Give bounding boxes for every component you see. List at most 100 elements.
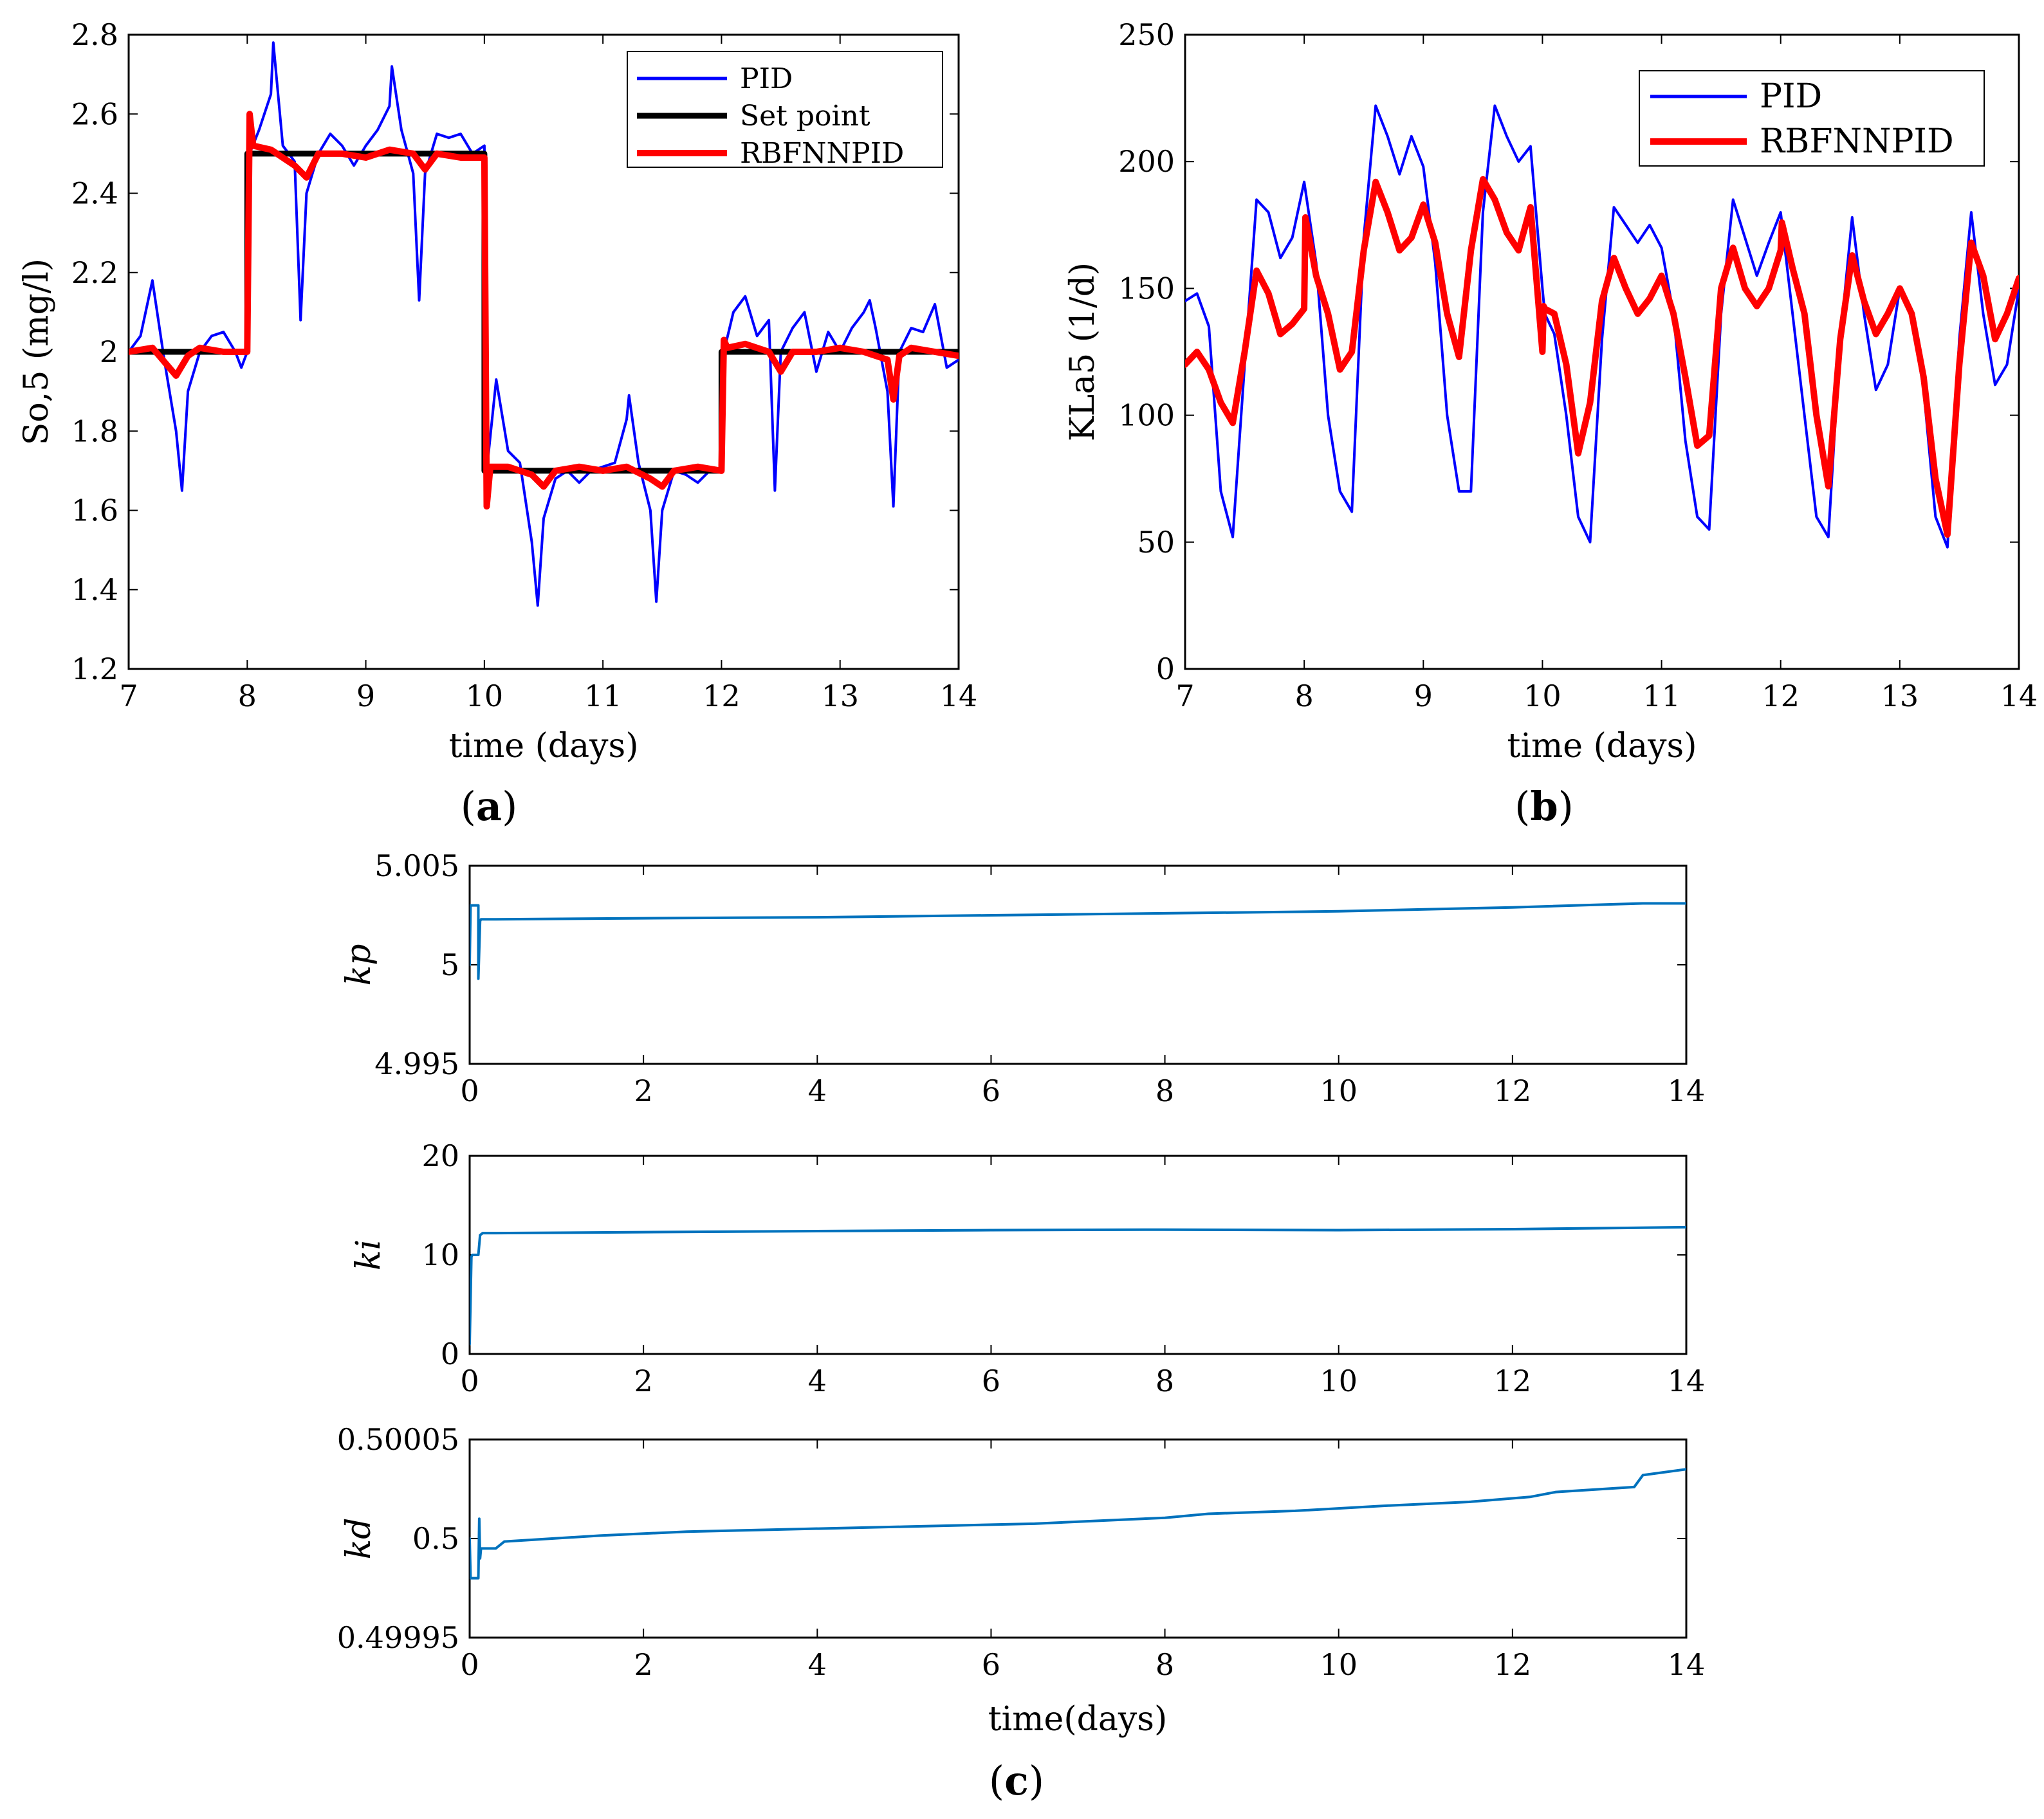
chart-b-xtick-label: 12 (1762, 679, 1800, 713)
chart-b-xtick-label: 14 (2000, 679, 2038, 713)
chart-b-xlabel: time (days) (1507, 727, 1697, 765)
chart-c-kp-xtick-label: 14 (1668, 1074, 1706, 1108)
legend-b-pid-label: PID (1760, 77, 1822, 116)
chart-c-kp-ytick-label: 5.005 (374, 848, 459, 883)
chart-a-xlabel: time (days) (448, 727, 638, 765)
chart-a-legend-box (627, 51, 943, 168)
chart-c-kp-plot-area (468, 864, 1688, 1065)
chart-b-series-rbfnnpid (1185, 176, 2019, 538)
chart-c-kp-xtick-label: 12 (1494, 1074, 1532, 1108)
chart-b-legend: PID RBFNNPID (1639, 70, 1985, 167)
chart-b-legend-box (1639, 70, 1985, 167)
chart-c-ki-xtick-label: 14 (1668, 1364, 1706, 1398)
chart-c-kd-xtick-label: 6 (982, 1647, 1000, 1682)
chart-a-ylabel: So,5 (mg/l) (17, 259, 56, 445)
panel-label-a: (a) (461, 783, 518, 830)
chart-b-xtick-label: 7 (1175, 679, 1194, 713)
chart-c-kd-xtick-label: 10 (1320, 1647, 1358, 1682)
chart-c-kd-ytick-label: 0.49995 (337, 1620, 459, 1655)
chart-b-series-pid (1185, 104, 2019, 549)
chart-a-series-pid (129, 41, 959, 607)
legend-setpoint-label: Set point (740, 100, 870, 133)
chart-c-kp-xtick-label: 2 (634, 1074, 653, 1108)
panel-label-b-letter: b (1530, 783, 1558, 830)
chart-a-ytick-label: 1.2 (71, 652, 118, 686)
chart-c-ki-ticks: 0 2 4 6 8 10 12 14 0 10 20 (421, 1138, 1705, 1398)
chart-c-kp-ticks: 0 2 4 6 8 10 12 14 4.995 5 5.005 (374, 848, 1705, 1108)
chart-b-ylabel: KLa5 (1/d) (1063, 262, 1102, 441)
chart-a-so5: 7 8 9 10 11 12 13 14 1.2 1.4 1.6 1.8 2 2.2 2.4 2.6 2.8 t… (17, 17, 977, 830)
chart-c-kp-series (470, 902, 1686, 980)
chart-a-series (129, 41, 959, 607)
chart-c-kd-xtick-label: 4 (808, 1647, 827, 1682)
chart-b-ticks: 7 8 9 10 11 12 13 14 0 50 100 150 200 250 (1118, 17, 2038, 713)
chart-b-xtick-label: 8 (1295, 679, 1314, 713)
chart-c-kd-xtick-label: 2 (634, 1647, 653, 1682)
chart-a-xtick-label: 8 (238, 679, 257, 713)
chart-b-ytick-label: 50 (1137, 525, 1175, 560)
chart-b-xtick-label: 11 (1643, 679, 1680, 713)
chart-c-kp: 0 2 4 6 8 10 12 14 4.995 5 5.005 kp (340, 848, 1705, 1108)
chart-c-pid-gains: 0 2 4 6 8 10 12 14 4.995 5 5.005 kp 0 2 4 6 8 10 12 14 0 10… (337, 848, 1706, 1804)
chart-c-kp-xtick-label: 0 (460, 1074, 479, 1108)
chart-c-ki-ytick-label: 10 (421, 1238, 459, 1272)
panel-label-c-letter: c (1004, 1757, 1029, 1804)
chart-c-kp-xtick-label: 10 (1320, 1074, 1358, 1108)
chart-c-ki-xtick-label: 4 (808, 1364, 827, 1398)
chart-a-ytick-label: 1.4 (71, 572, 118, 607)
chart-b-ytick-label: 200 (1118, 144, 1175, 179)
chart-c-kp-xtick-label: 4 (808, 1074, 827, 1108)
chart-b-ytick-label: 100 (1118, 398, 1175, 433)
chart-a-ticks: 7 8 9 10 11 12 13 14 1.2 1.4 1.6 1.8 2 2.2 2.4 2.6 2.8 (71, 17, 977, 713)
chart-c-ki-series-ki (470, 1225, 1686, 1346)
chart-c-kp-ylabel: kp (340, 944, 378, 986)
panel-label-b: (b) (1515, 783, 1574, 830)
chart-c-ki-xtick-label: 6 (982, 1364, 1000, 1398)
chart-c-kd-xtick-label: 8 (1156, 1647, 1174, 1682)
chart-c-ki-ylabel: ki (349, 1239, 388, 1270)
chart-c-kd: 0 2 4 6 8 10 12 14 0.49995 0.5 0.50005 kd (337, 1422, 1706, 1682)
chart-a-xtick-label: 9 (356, 679, 375, 713)
legend-b-rbfnnpid-label: RBFNNPID (1760, 122, 1954, 161)
legend-rbfnnpid-label: RBFNNPID (740, 137, 904, 170)
chart-c-kd-xtick-label: 0 (460, 1647, 479, 1682)
chart-a-ytick-label: 2.6 (71, 96, 118, 131)
chart-c-ki-series (470, 1225, 1686, 1346)
chart-a-ytick-label: 1.6 (71, 493, 118, 528)
chart-b-xtick-label: 13 (1881, 679, 1919, 713)
chart-b-xtick-label: 9 (1414, 679, 1433, 713)
panel-label-a-letter: a (476, 783, 502, 830)
chart-c-ki-xtick-label: 2 (634, 1364, 653, 1398)
chart-a-xtick-label: 7 (119, 679, 138, 713)
chart-b-kla5: 7 8 9 10 11 12 13 14 0 50 100 150 200 250 time (days)… (1063, 17, 2038, 830)
chart-c-kd-ytick-label: 0.5 (412, 1521, 459, 1556)
chart-c-kd-series (470, 1468, 1686, 1580)
chart-a-xtick-label: 10 (466, 679, 504, 713)
chart-c-ki-xtick-label: 10 (1320, 1364, 1358, 1398)
chart-a-xtick-label: 12 (703, 679, 741, 713)
chart-a-legend: PID Set point RBFNNPID (627, 51, 943, 170)
chart-c-kp-ytick-label: 4.995 (374, 1047, 459, 1081)
chart-c-ki-xtick-label: 12 (1494, 1364, 1532, 1398)
chart-c-ki-xtick-label: 0 (460, 1364, 479, 1398)
chart-c-ki-ytick-label: 20 (421, 1138, 459, 1173)
chart-a-ytick-label: 2.4 (71, 176, 118, 211)
chart-c-ki-xtick-label: 8 (1156, 1364, 1174, 1398)
chart-b-ytick-label: 150 (1118, 271, 1175, 306)
chart-c-ki: 0 2 4 6 8 10 12 14 0 10 20 ki (349, 1138, 1705, 1398)
chart-c-kd-ytick-label: 0.50005 (337, 1422, 459, 1457)
chart-c-kd-series-kd (470, 1468, 1686, 1580)
chart-c-ki-plot-area (468, 1155, 1688, 1355)
legend-pid-label: PID (740, 62, 793, 95)
chart-c-xlabel: time(days) (988, 1700, 1168, 1739)
chart-c-kp-series-kp (470, 902, 1686, 980)
panel-label-c: (c) (989, 1757, 1044, 1804)
chart-c-kd-plot-area (468, 1438, 1688, 1639)
chart-b-xtick-label: 10 (1524, 679, 1561, 713)
chart-a-ytick-label: 2.8 (71, 17, 118, 52)
chart-a-series-rbfnnpid (129, 111, 959, 510)
chart-a-ytick-label: 2 (100, 334, 118, 369)
chart-a-xtick-label: 13 (821, 679, 859, 713)
chart-c-kp-xtick-label: 6 (982, 1074, 1000, 1108)
